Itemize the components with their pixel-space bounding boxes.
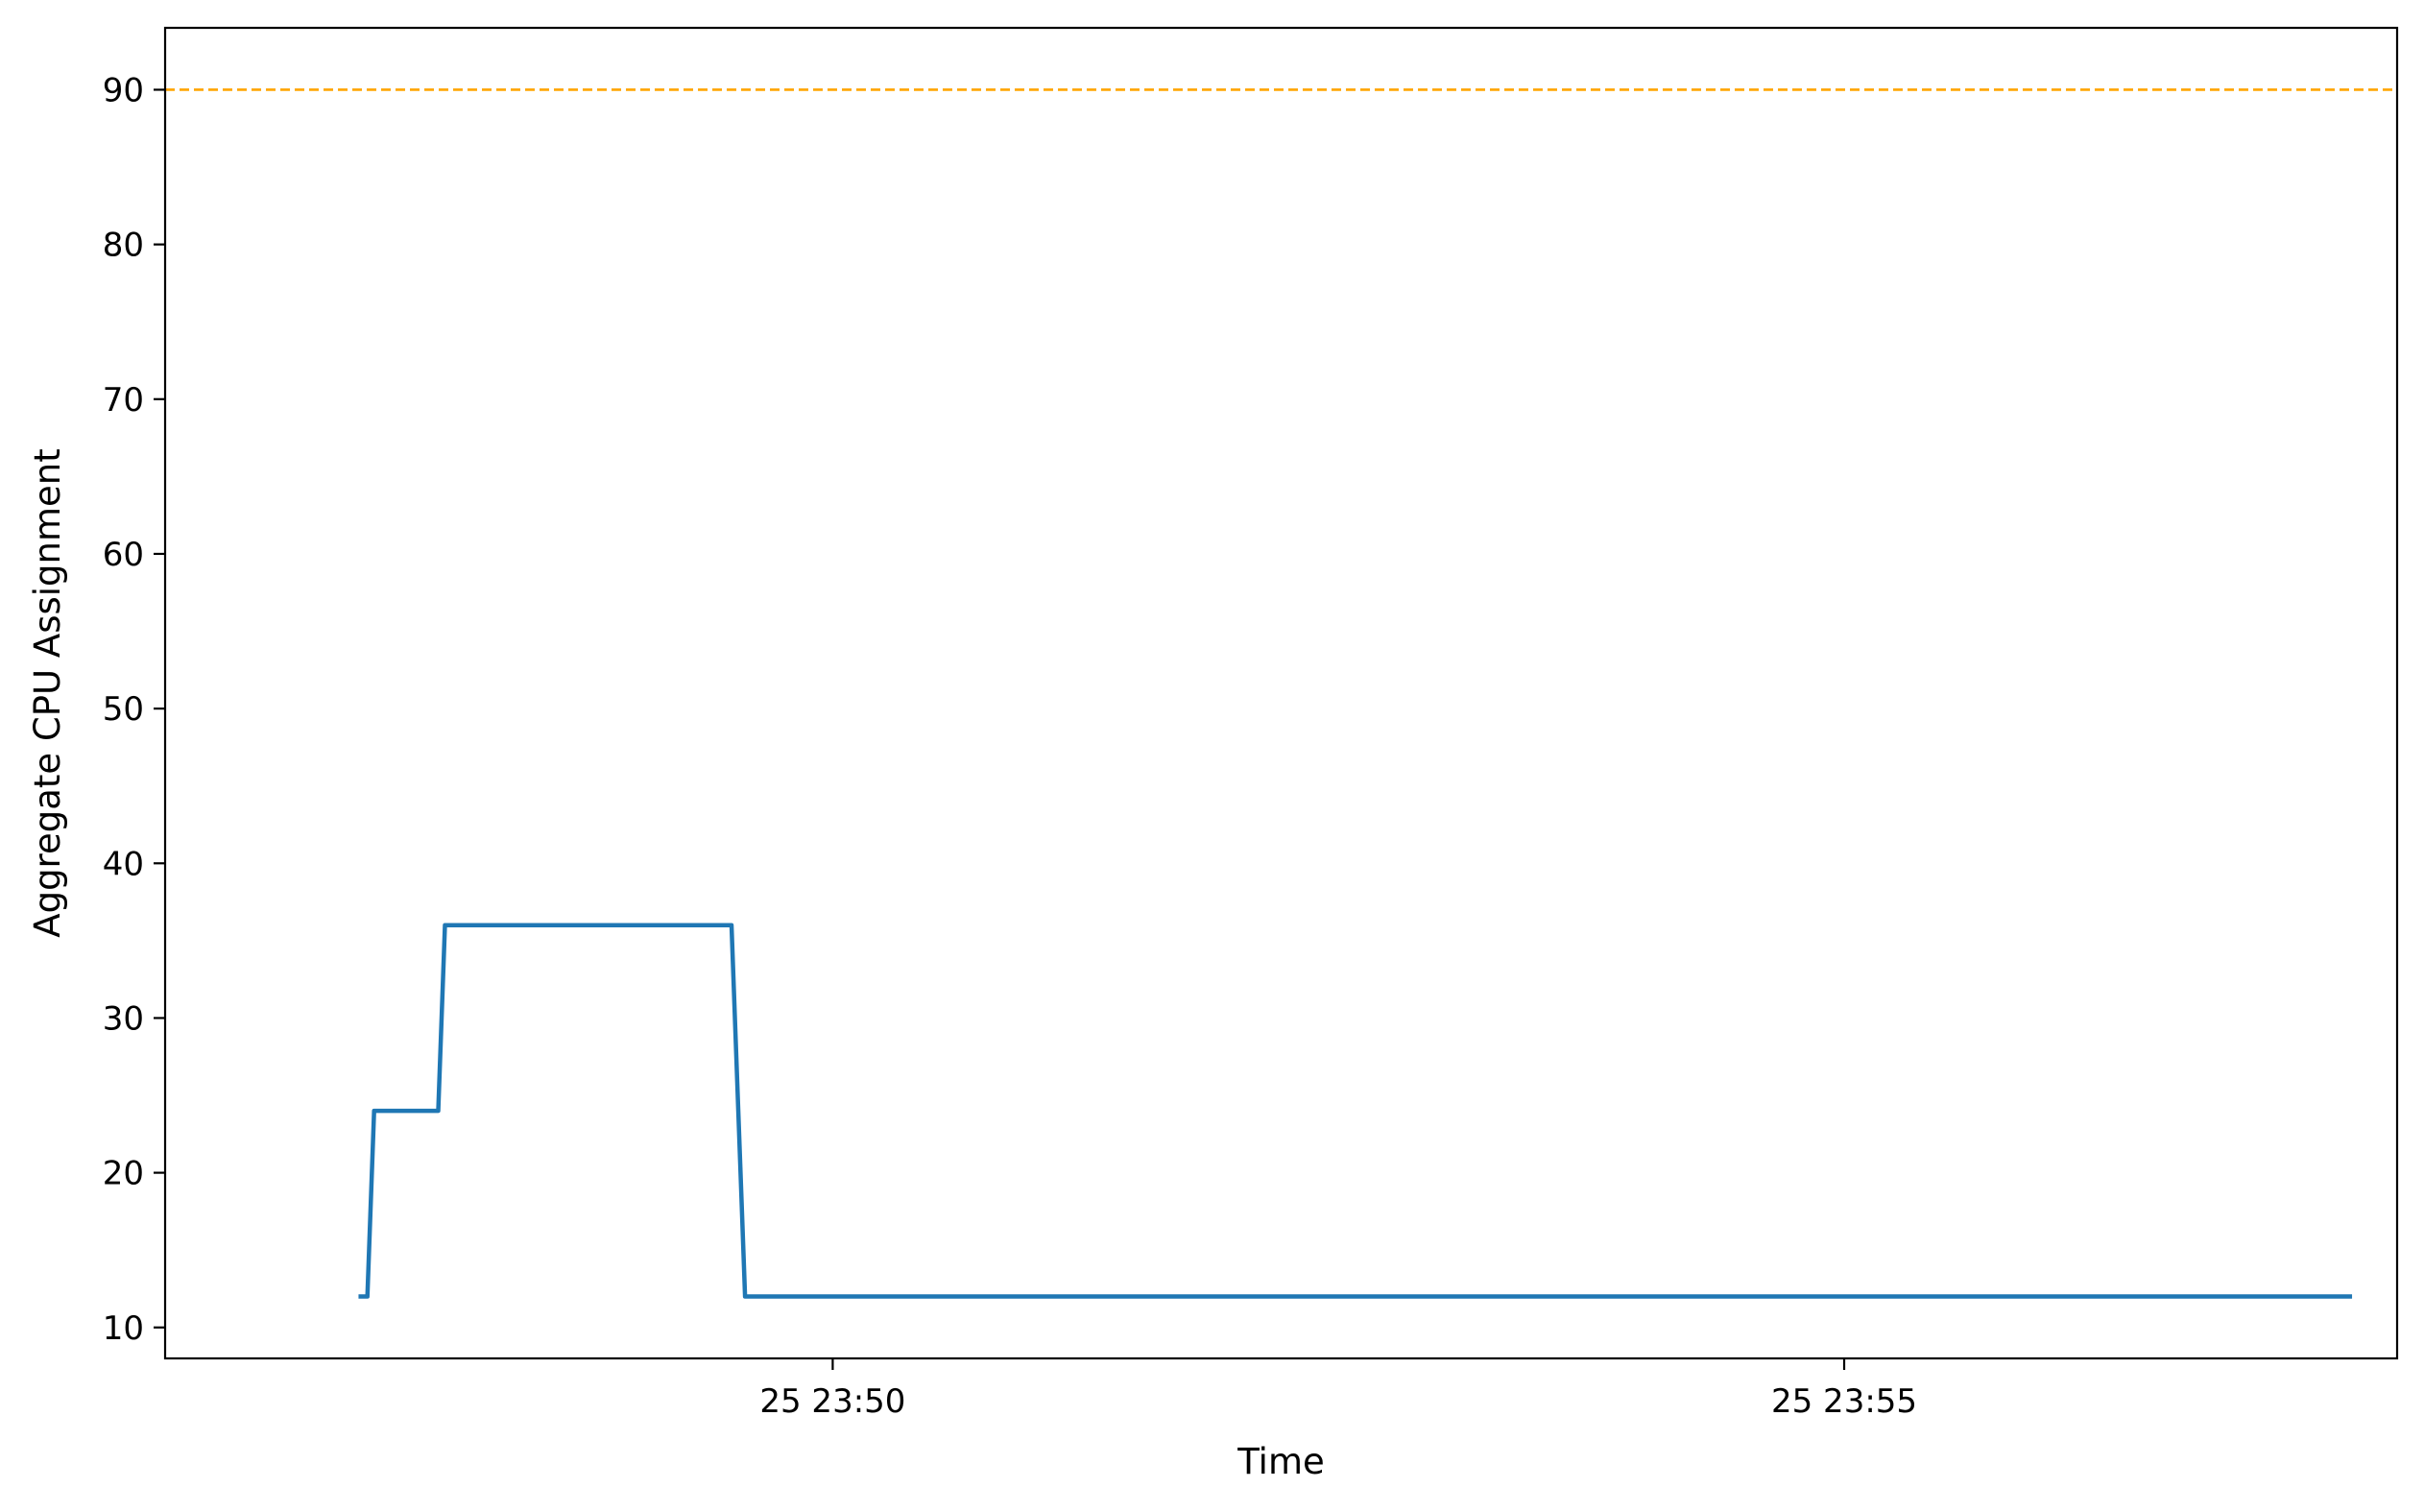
y-axis-label: Aggregate CPU Assignment <box>27 448 68 937</box>
y-tick-label: 90 <box>103 71 144 109</box>
plot-area <box>165 88 2397 1299</box>
x-tick-label: 25 23:50 <box>759 1382 905 1421</box>
y-tick-label: 40 <box>103 845 144 883</box>
axes-frame <box>163 26 2399 1360</box>
axes: 10 20 30 40 50 60 70 80 90 25 23:50 25 23:55 <box>103 26 2399 1421</box>
y-tick-label: 20 <box>103 1155 144 1193</box>
y-tick-label: 10 <box>103 1309 144 1348</box>
y-tick-label: 60 <box>103 536 144 574</box>
y-tick-label: 80 <box>103 227 144 265</box>
y-tick-label: 50 <box>103 690 144 729</box>
y-tick-label: 30 <box>103 999 144 1038</box>
x-tick-label: 25 23:55 <box>1771 1382 1917 1421</box>
y-tick-label: 70 <box>103 381 144 420</box>
x-axis-label: Time <box>1236 1441 1325 1482</box>
series-line <box>358 923 2353 1299</box>
